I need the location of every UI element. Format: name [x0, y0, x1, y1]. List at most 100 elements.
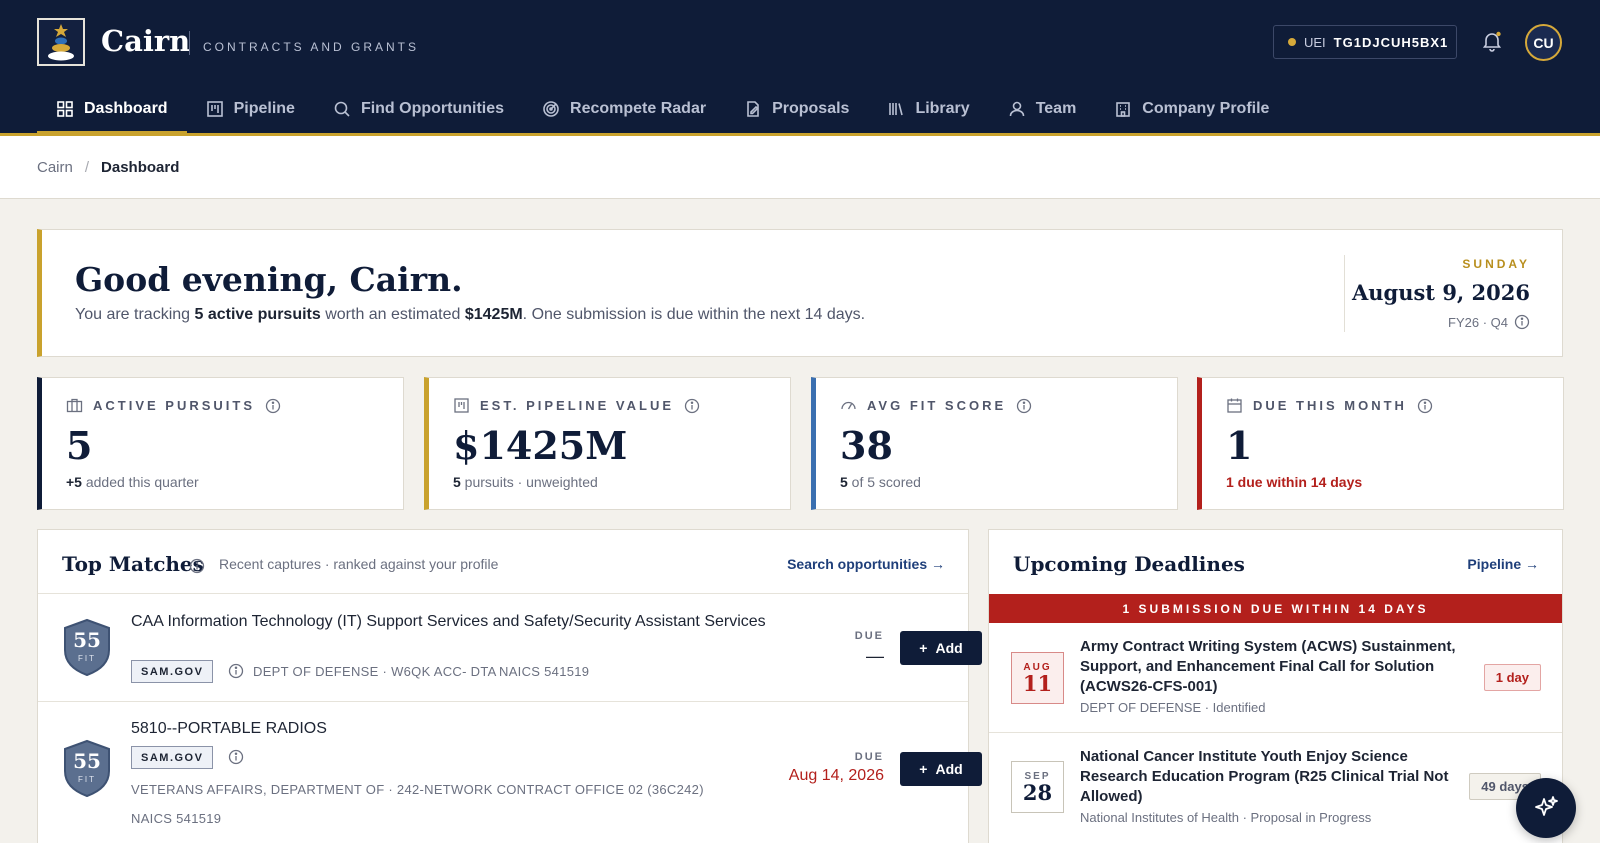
deadline-item[interactable]: AUG 11 Army Contract Writing System (ACW… — [989, 623, 1562, 733]
fit-score: 55 — [73, 749, 101, 773]
info-icon[interactable] — [189, 558, 205, 574]
info-icon[interactable] — [1016, 398, 1032, 414]
nav-dashboard[interactable]: Dashboard — [37, 84, 187, 135]
gauge-icon — [841, 401, 856, 410]
briefcase-icon — [66, 398, 83, 413]
nav-label: Recompete Radar — [570, 99, 707, 117]
kpi-value: 1 — [1226, 423, 1253, 468]
kpi-pipeline-value[interactable]: EST. PIPELINE VALUE $1425M 5 pursuits · … — [424, 377, 791, 510]
cairn-stones-icon — [48, 24, 74, 61]
nav-proposals[interactable]: Proposals — [725, 84, 868, 133]
calendar-icon — [1227, 398, 1242, 413]
agency: DEPT OF DEFENSE · W6QK ACC- DTA — [253, 664, 497, 679]
kpi-label: DUE THIS MONTH — [1253, 398, 1407, 413]
info-icon[interactable] — [228, 663, 244, 679]
match-title[interactable]: 5810--PORTABLE RADIOS — [131, 720, 327, 737]
due-date: Aug 14, 2026 — [788, 767, 884, 784]
kpi-value: $1425M — [453, 423, 628, 468]
nav-company-profile[interactable]: Company Profile — [1095, 84, 1288, 133]
kpi-value: 5 — [66, 423, 93, 468]
info-icon[interactable] — [1514, 314, 1530, 330]
due-label: DUE — [854, 630, 884, 642]
brand-name: Cairn — [101, 24, 191, 58]
greeting-summary: You are tracking 5 active pursuits worth… — [75, 306, 866, 323]
divider — [1344, 255, 1345, 332]
kpi-active-pursuits[interactable]: ACTIVE PURSUITS 5 +5 added this quarter — [37, 377, 404, 510]
due-date: — — [866, 646, 884, 666]
notifications-bell-icon[interactable] — [1480, 29, 1504, 53]
top-navigation-bar: Cairn CONTRACTS AND GRANTS UEI TG1DJCUH5… — [0, 0, 1600, 136]
date-tile: AUG 11 — [1011, 652, 1064, 704]
nav-recompete-radar[interactable]: Recompete Radar — [523, 84, 725, 133]
weekday: SUNDAY — [1462, 257, 1530, 271]
deadline-meta: National Institutes of Health · Proposal… — [1080, 810, 1372, 825]
books-icon — [889, 102, 904, 115]
info-icon[interactable] — [1417, 398, 1433, 414]
fit-label: FIT — [78, 775, 96, 784]
nav-label: Dashboard — [84, 99, 168, 117]
sparkles-icon — [1535, 796, 1558, 816]
breadcrumb-current: Dashboard — [101, 158, 180, 176]
nav-label: Library — [915, 99, 970, 117]
deadline-meta: DEPT OF DEFENSE · Identified — [1080, 700, 1266, 715]
match-title[interactable]: CAA Information Technology (IT) Support … — [131, 613, 766, 630]
list-item[interactable]: 55 FIT 5810--PORTABLE RADIOS SAM.GOV VET… — [38, 702, 982, 843]
user-avatar[interactable]: CU — [1525, 24, 1562, 61]
panel-subtitle: Recent captures · ranked against your pr… — [219, 556, 499, 572]
nav-label: Company Profile — [1142, 99, 1270, 117]
panel-title: Top Matches — [62, 552, 204, 576]
countdown-badge: 1 day — [1483, 664, 1541, 691]
info-icon[interactable] — [228, 749, 244, 765]
kpi-label: ACTIVE PURSUITS — [93, 398, 256, 413]
ai-assistant-button[interactable] — [1516, 778, 1576, 838]
cairn-logo[interactable] — [37, 18, 85, 66]
kanban-icon — [206, 100, 223, 117]
add-button[interactable]: + Add — [900, 631, 982, 665]
pipeline-value: $1425M — [464, 306, 523, 323]
deadline-title[interactable]: Army Contract Writing System (ACWS) Sust… — [1080, 638, 1456, 695]
nav-library[interactable]: Library — [868, 84, 988, 133]
breadcrumb-root[interactable]: Cairn — [37, 158, 73, 176]
fiscal-period: FY26 · Q4 — [1448, 314, 1530, 330]
deadline-title[interactable]: National Cancer Institute Youth Enjoy Sc… — [1080, 748, 1449, 805]
fit-score-shield: 55 FIT — [62, 739, 112, 797]
add-button[interactable]: + Add — [900, 752, 982, 786]
main-nav: Dashboard Pipeline Find Opportunities Re… — [37, 84, 1288, 136]
users-icon — [1009, 101, 1024, 116]
panel-header: Upcoming Deadlines Pipeline → — [989, 530, 1562, 594]
nav-label: Find Opportunities — [360, 99, 505, 117]
document-edit-icon — [747, 100, 759, 117]
agency: VETERANS AFFAIRS, DEPARTMENT OF · 242-NE… — [131, 782, 704, 797]
brand-tagline: CONTRACTS AND GRANTS — [203, 40, 420, 54]
kpi-due-this-month[interactable]: DUE THIS MONTH 1 1 due within 14 days — [1197, 377, 1564, 510]
nav-pipeline[interactable]: Pipeline — [187, 84, 314, 133]
kpi-label: EST. PIPELINE VALUE — [480, 398, 675, 413]
pipeline-link[interactable]: Pipeline → — [1467, 556, 1539, 572]
nav-label: Pipeline — [233, 99, 295, 117]
due-label: DUE — [854, 751, 884, 763]
plus-icon: + — [919, 640, 928, 656]
info-icon[interactable] — [684, 398, 700, 414]
uei-value: TG1DJCUH5BX1 — [1333, 34, 1449, 50]
date-tile: SEP 28 — [1011, 761, 1064, 813]
breadcrumb-separator: / — [84, 158, 90, 176]
kpi-value: 38 — [840, 423, 893, 468]
panel-title: Upcoming Deadlines — [1013, 552, 1245, 576]
deadline-item[interactable]: SEP 28 National Cancer Institute Youth E… — [989, 733, 1562, 843]
deadline-alert-banner: 1 SUBMISSION DUE WITHIN 14 DAYS — [989, 594, 1562, 623]
source-badge: SAM.GOV — [131, 746, 214, 769]
uei-badge[interactable]: UEI TG1DJCUH5BX1 — [1273, 25, 1457, 59]
building-icon — [1116, 101, 1131, 117]
list-item[interactable]: 55 FIT CAA Information Technology (IT) S… — [38, 594, 982, 702]
upcoming-deadlines-panel: Upcoming Deadlines Pipeline → 1 SUBMISSI… — [988, 529, 1563, 843]
status-dot — [1288, 38, 1296, 46]
kanban-icon — [454, 398, 469, 413]
kpi-avg-fit-score[interactable]: AVG FIT SCORE 38 5 of 5 scored — [811, 377, 1178, 510]
search-opportunities-link[interactable]: Search opportunities → — [787, 556, 945, 572]
kpi-label: AVG FIT SCORE — [867, 398, 1007, 413]
nav-find-opportunities[interactable]: Find Opportunities — [314, 84, 523, 133]
shield-icon — [64, 739, 110, 797]
fiscal-label: FY26 · Q4 — [1448, 314, 1508, 330]
info-icon[interactable] — [265, 398, 281, 414]
nav-team[interactable]: Team — [989, 84, 1096, 133]
